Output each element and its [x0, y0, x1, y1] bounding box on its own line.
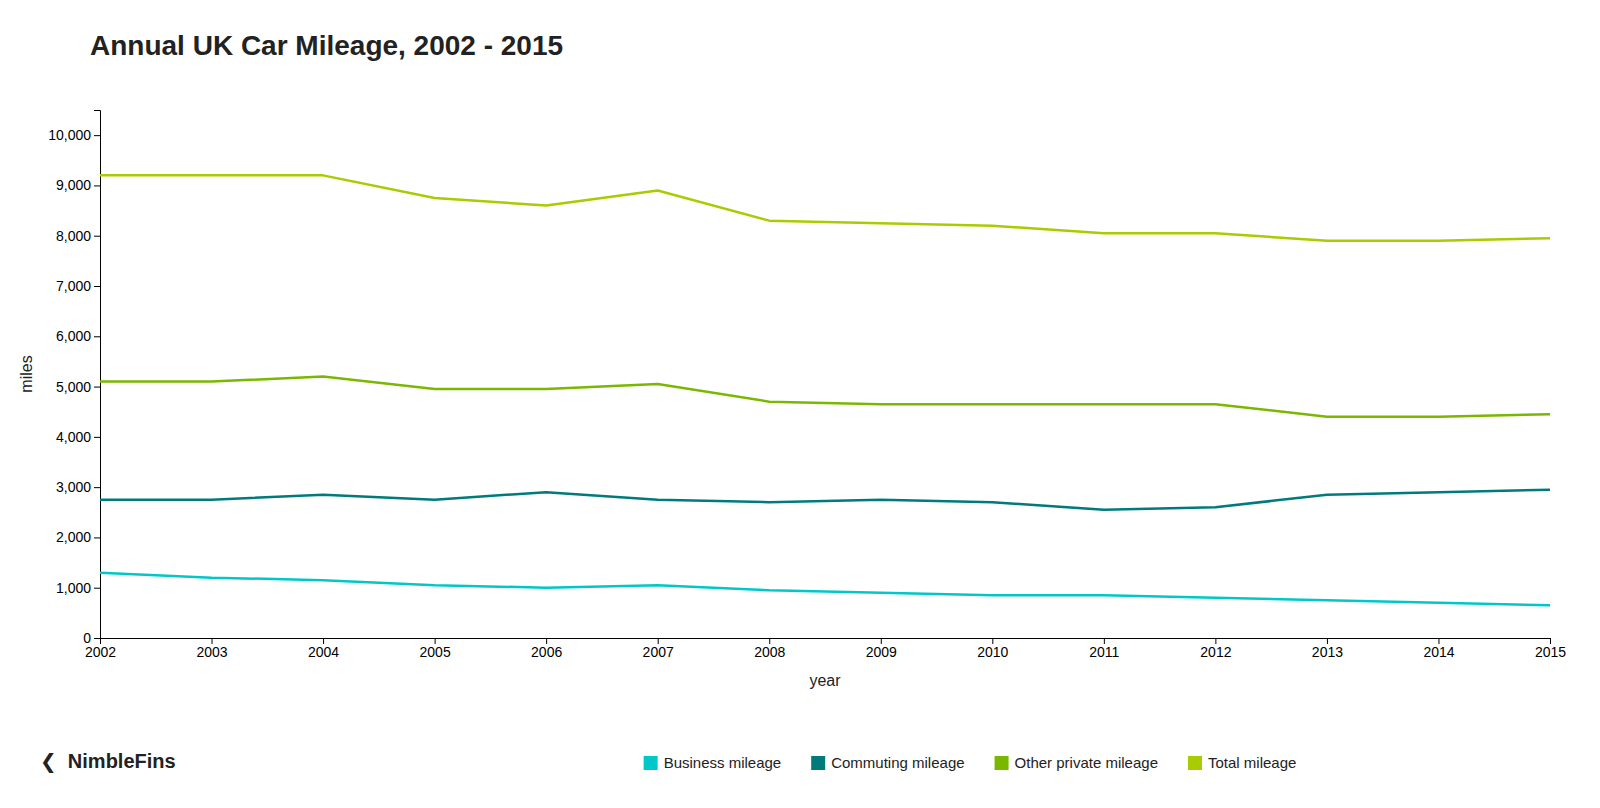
x-axis-title: year — [809, 672, 841, 689]
x-tick: 2006 — [531, 638, 562, 660]
y-tick-label: 4,000 — [56, 429, 91, 445]
y-tick: 7,000 — [56, 278, 100, 294]
y-tick-label: 0 — [83, 630, 91, 646]
x-tick: 2013 — [1312, 638, 1343, 660]
x-tick-label: 2002 — [85, 644, 116, 660]
x-tick-label: 2011 — [1089, 644, 1119, 660]
legend-swatch — [811, 756, 825, 770]
x-tick-label: 2010 — [977, 644, 1008, 660]
y-tick-label: 8,000 — [56, 228, 91, 244]
x-tick: 2014 — [1423, 638, 1454, 660]
title: Annual UK Car Mileage, 2002 - 2015 — [90, 30, 563, 61]
x-tick-label: 2013 — [1312, 644, 1343, 660]
legend-swatch — [995, 756, 1009, 770]
y-tick-label: 7,000 — [56, 278, 91, 294]
y-tick: 3,000 — [56, 479, 100, 495]
x-tick: 2012 — [1200, 638, 1231, 660]
y-tick-mark — [94, 387, 100, 388]
x-tick: 2010 — [977, 638, 1008, 660]
x-tick-label: 2006 — [531, 644, 562, 660]
legend-item: Other private mileage — [995, 754, 1158, 771]
x-tick-label: 2009 — [866, 644, 897, 660]
legend-swatch — [1188, 756, 1202, 770]
series-line — [100, 175, 1550, 240]
legend-item: Total mileage — [1188, 754, 1296, 771]
x-tick-label: 2008 — [754, 644, 785, 660]
legend-swatch — [644, 756, 658, 770]
y-tick-label: 6,000 — [56, 328, 91, 344]
x-tick: 2003 — [196, 638, 227, 660]
y-tick-label: 10,000 — [48, 127, 91, 143]
y-tick: 6,000 — [56, 328, 100, 344]
y-tick: 0 — [83, 630, 100, 646]
y-tick-mark — [94, 437, 100, 438]
x-tick: 2007 — [643, 638, 674, 660]
series-line — [100, 573, 1550, 606]
y-tick: 5,000 — [56, 379, 100, 395]
y-tick-mark — [94, 588, 100, 589]
y-tick: 10,000 — [48, 127, 100, 143]
y-tick-mark — [94, 638, 100, 639]
y-tick-mark — [94, 135, 100, 136]
series-line — [100, 377, 1550, 417]
x-tick: 2009 — [866, 638, 897, 660]
y-tick-label: 5,000 — [56, 379, 91, 395]
y-tick-mark — [94, 286, 100, 287]
y-axis-line — [94, 111, 101, 639]
plot: 2002 2003 2004 2005 2006 2007 2008 2009 2010 2011… — [18, 111, 1566, 690]
x-tick: 2008 — [754, 638, 785, 660]
y-tick: 2,000 — [56, 529, 100, 545]
legend-label: Other private mileage — [1015, 754, 1158, 771]
y-tick-label: 9,000 — [56, 177, 91, 193]
y-tick-label: 2,000 — [56, 529, 91, 545]
x-tick-label: 2014 — [1423, 644, 1454, 660]
chart: Annual UK Car Mileage, 2002 - 2015200220… — [0, 0, 1600, 808]
x-tick-label: 2004 — [308, 644, 339, 660]
legend-label: Business mileage — [664, 754, 782, 771]
y-tick-mark — [94, 185, 100, 186]
legend-item: Business mileage — [644, 754, 782, 771]
x-axis: 2002 2003 2004 2005 2006 2007 2008 2009 2010 2011… — [85, 638, 1566, 660]
legend: Business mileage Commuting mileage Other p… — [644, 754, 1297, 771]
y-axis-title: miles — [18, 355, 35, 392]
x-tick-label: 2007 — [643, 644, 674, 660]
y-tick-label: 1,000 — [56, 580, 91, 596]
y-tick: 9,000 — [56, 177, 100, 193]
series-line — [100, 490, 1550, 510]
x-tick-label: 2015 — [1535, 644, 1566, 660]
y-tick: 4,000 — [56, 429, 100, 445]
x-tick: 2011 — [1089, 638, 1119, 660]
y-tick-mark — [94, 336, 100, 337]
y-axis: 0 1,000 2,000 3,000 4,000 5,000 6,000 7,000 8,00… — [48, 111, 100, 646]
y-tick: 1,000 — [56, 580, 100, 596]
y-tick-mark — [94, 236, 100, 237]
x-tick-label: 2012 — [1200, 644, 1231, 660]
x-tick: 2005 — [420, 638, 451, 660]
y-tick-mark — [94, 537, 100, 538]
y-tick-mark — [94, 487, 100, 488]
x-tick: 2004 — [308, 638, 339, 660]
x-tick-label: 2005 — [420, 644, 451, 660]
x-tick-label: 2003 — [196, 644, 227, 660]
x-tick: 2015 — [1535, 638, 1566, 660]
legend-label: Commuting mileage — [831, 754, 964, 771]
y-tick-label: 3,000 — [56, 479, 91, 495]
y-tick: 8,000 — [56, 228, 100, 244]
lines — [100, 175, 1550, 605]
legend-label: Total mileage — [1208, 754, 1296, 771]
annotation: ❮ NimbleFins — [40, 750, 176, 773]
legend-item: Commuting mileage — [811, 754, 964, 771]
